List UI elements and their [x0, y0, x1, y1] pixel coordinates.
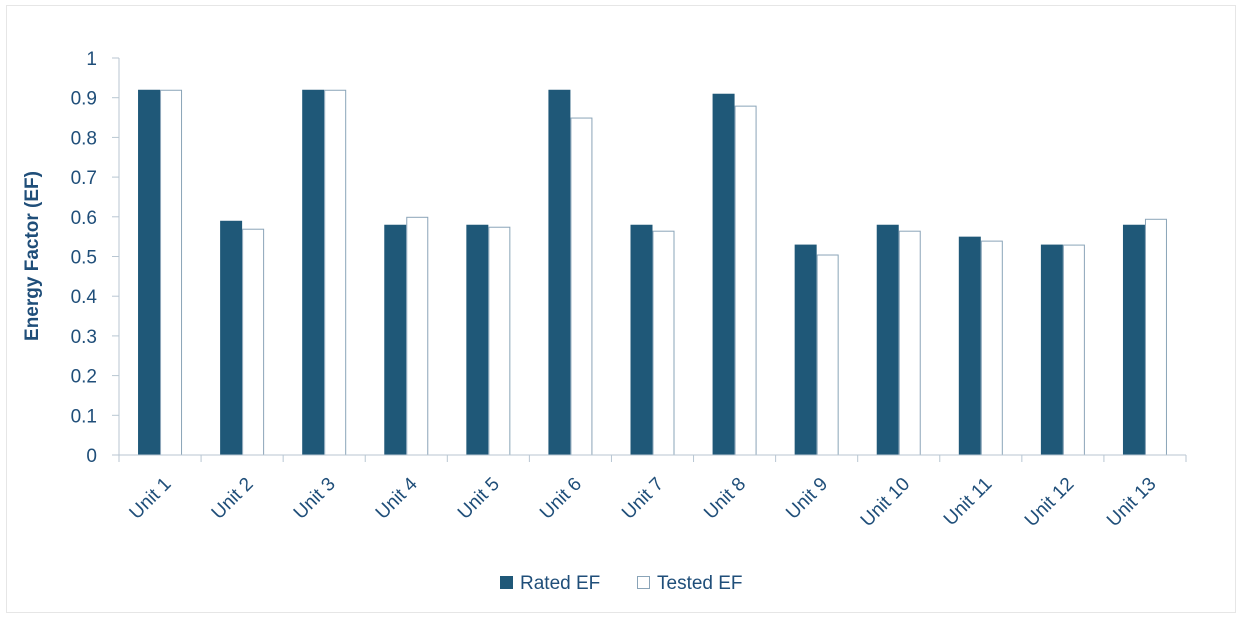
y-tick-label: 0.1 [71, 406, 97, 427]
legend: Rated EF Tested EF [500, 573, 743, 594]
bar-tested-ef [488, 226, 511, 456]
x-tick-label: Unit 11 [940, 474, 996, 530]
legend-swatch-rated-ef [500, 576, 513, 589]
bar-rated-ef [548, 89, 571, 455]
bar-tested-ef [242, 228, 265, 456]
x-tick-label: Unit 13 [1103, 474, 1160, 531]
x-tick-label: Unit 2 [208, 474, 258, 524]
y-tick-label: 0.4 [71, 287, 98, 308]
bar-rated-ef [1040, 244, 1063, 455]
bar-rated-ef [466, 224, 489, 455]
bar-tested-ef [324, 89, 347, 456]
x-tick-label: Unit 4 [372, 473, 422, 523]
x-tick-label: Unit 1 [126, 474, 176, 524]
bar-rated-ef [220, 220, 243, 455]
bar-tested-ef [406, 216, 429, 456]
bar-rated-ef [302, 89, 325, 455]
y-tick-label: 0.6 [71, 208, 97, 229]
bar-tested-ef [980, 240, 1003, 456]
x-tick-label: Unit 3 [290, 474, 340, 524]
bar-rated-ef [138, 89, 161, 455]
bar-rated-ef [630, 224, 653, 455]
bar-tested-ef [1062, 244, 1085, 456]
bars [138, 89, 1167, 456]
x-tick-label: Unit 12 [1021, 474, 1078, 531]
x-tick-label: Unit 8 [700, 474, 750, 524]
bar-tested-ef [734, 105, 757, 456]
y-tick-label: 0.2 [71, 367, 97, 388]
y-tick-label: 0.5 [71, 248, 97, 269]
axes [118, 58, 1187, 462]
y-tick-label: 0.9 [71, 89, 97, 110]
bar-rated-ef [958, 236, 981, 455]
x-tick-label: Unit 6 [536, 474, 586, 524]
bar-rated-ef [794, 244, 817, 455]
bar-tested-ef [652, 230, 675, 456]
x-tick-label: Unit 5 [454, 474, 504, 524]
bar-rated-ef [384, 224, 407, 455]
y-tick-label: 1 [86, 49, 97, 70]
y-tick-label: 0.7 [71, 168, 97, 189]
bar-rated-ef [876, 224, 899, 455]
bar-tested-ef [898, 230, 921, 456]
bar-rated-ef [712, 93, 735, 455]
y-tick-label: 0 [86, 446, 97, 467]
y-axis-title: Energy Factor (EF) [22, 171, 43, 341]
bar-tested-ef [160, 89, 183, 456]
bar-rated-ef [1122, 224, 1145, 455]
x-axis-labels: Unit 1 Unit 2 Unit 3 Unit 4 Unit 5 Unit 6 Unit… [126, 473, 1161, 531]
x-tick-label: Unit 10 [857, 474, 914, 531]
y-tick-label: 0.3 [71, 327, 97, 348]
y-tick-label: 0.8 [71, 128, 97, 149]
x-tick-label: Unit 9 [782, 474, 832, 524]
legend-label-tested-ef: Tested EF [657, 573, 743, 594]
bar-tested-ef [1144, 218, 1167, 456]
legend-swatch-tested-ef [637, 576, 650, 589]
y-axis-ticks: 0 0.1 0.2 0.3 0.4 0.5 0.6 0.7 0.8 0.9 1 [71, 49, 119, 467]
x-tick-label: Unit 7 [618, 474, 668, 524]
chart-frame [6, 5, 1236, 613]
bar-tested-ef [816, 254, 839, 456]
bar-tested-ef [570, 117, 593, 456]
legend-label-rated-ef: Rated EF [520, 573, 600, 594]
